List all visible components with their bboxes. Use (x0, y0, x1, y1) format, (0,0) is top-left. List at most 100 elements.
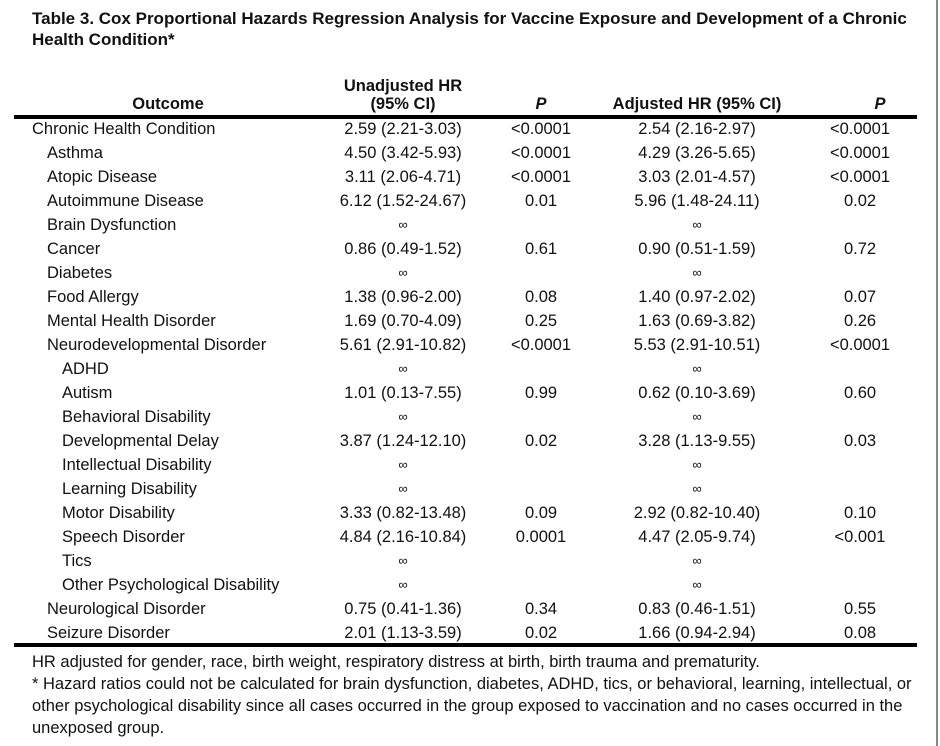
unadjusted-hr-cell: 3.11 (2.06-4.71) (344, 168, 462, 186)
table-row: Autoimmune Disease 6.12 (1.52-24.67) 0.01 5… (0, 189, 940, 213)
p-value-adjusted-cell: <0.0001 (829, 336, 891, 354)
table-row: Learning Disability ∞ ∞ (0, 477, 940, 501)
outcome-cell: Learning Disability (62, 480, 197, 498)
outcome-cell: Neurodevelopmental Disorder (47, 336, 267, 354)
p-value-unadjusted-cell: <0.0001 (510, 120, 572, 138)
header-adjusted: Adjusted HR (95% CI) (612, 95, 782, 113)
outcome-cell: Behavioral Disability (62, 408, 211, 426)
outcome-cell: Neurological Disorder (47, 600, 206, 618)
footnote-asterisk: * Hazard ratios could not be calculated … (32, 675, 912, 737)
header-unadjusted-line2: (95% CI) (370, 95, 436, 113)
p-value-adjusted-cell: <0.0001 (829, 144, 891, 162)
adjusted-hr-cell: 2.54 (2.16-2.97) (638, 120, 756, 138)
unadjusted-hr-cell: 3.33 (0.82-13.48) (339, 504, 467, 522)
adjusted-hr-cell: 1.63 (0.69-3.82) (638, 312, 756, 330)
table-row: Cancer 0.86 (0.49-1.52) 0.61 0.90 (0.51-1.5… (0, 237, 940, 261)
adjusted-hr-cell: 4.29 (3.26-5.65) (638, 144, 756, 162)
adjusted-hr-cell: 3.28 (1.13-9.55) (638, 432, 756, 450)
adjusted-hr-cell: 3.03 (2.01-4.57) (638, 168, 756, 186)
unadjusted-hr-cell: 6.12 (1.52-24.67) (339, 192, 467, 210)
outcome-cell: Autism (62, 384, 113, 402)
unadjusted-hr-cell: 4.50 (3.42-5.93) (344, 144, 462, 162)
p-value-adjusted-cell: <0.0001 (829, 120, 891, 138)
table-row: Neurodevelopmental Disorder 5.61 (2.91-10… (0, 333, 940, 357)
outcome-cell: Food Allergy (47, 288, 139, 306)
adjusted-hr-cell: 4.47 (2.05-9.74) (638, 528, 756, 546)
adjusted-hr-cell: ∞ (692, 577, 702, 592)
unadjusted-hr-cell: 0.75 (0.41-1.36) (344, 600, 462, 618)
adjusted-hr-cell: 0.62 (0.10-3.69) (638, 384, 756, 402)
adjusted-hr-cell: ∞ (692, 361, 702, 376)
p-value-adjusted-cell: 0.26 (843, 312, 877, 330)
p-value-unadjusted-cell: <0.0001 (510, 168, 572, 186)
outcome-cell: Seizure Disorder (47, 624, 170, 642)
adjusted-hr-cell: ∞ (692, 265, 702, 280)
outcome-cell: ADHD (62, 360, 109, 378)
table-row: Behavioral Disability ∞ ∞ (0, 405, 940, 429)
unadjusted-hr-cell: ∞ (398, 361, 408, 376)
p-value-unadjusted-cell: <0.0001 (510, 144, 572, 162)
adjusted-hr-cell: 5.53 (2.91-10.51) (633, 336, 761, 354)
table-row: ADHD ∞ ∞ (0, 357, 940, 381)
p-value-unadjusted-cell: 0.09 (524, 504, 558, 522)
unadjusted-hr-cell: 0.86 (0.49-1.52) (344, 240, 462, 258)
p-value-adjusted-cell: 0.60 (843, 384, 877, 402)
outcome-cell: Tics (62, 552, 92, 570)
p-value-adjusted-cell: 0.03 (843, 432, 877, 450)
adjusted-hr-cell: 2.92 (0.82-10.40) (633, 504, 761, 522)
footnotes: HR adjusted for gender, race, birth weig… (32, 651, 912, 739)
adjusted-hr-cell: 5.96 (1.48-24.11) (634, 192, 760, 210)
p-value-adjusted-cell: 0.55 (843, 600, 877, 618)
header-outcome: Outcome (132, 95, 204, 113)
header-p-adjusted: P (874, 95, 886, 113)
table-row: Neurological Disorder 0.75 (0.41-1.36) 0.3… (0, 597, 940, 621)
unadjusted-hr-cell: 2.59 (2.21-3.03) (344, 120, 462, 138)
table-row: Seizure Disorder 2.01 (1.13-3.59) 0.02 1.66… (0, 621, 940, 645)
header-unadjusted-line1: Unadjusted HR (343, 77, 463, 95)
table-row: Diabetes ∞ ∞ (0, 261, 940, 285)
adjusted-hr-cell: ∞ (692, 217, 702, 232)
table-row: Asthma 4.50 (3.42-5.93) <0.0001 4.29 (3.26-… (0, 141, 940, 165)
table-row: Developmental Delay 3.87 (1.24-12.10) 0.02… (0, 429, 940, 453)
p-value-unadjusted-cell: 0.02 (524, 432, 558, 450)
adjusted-hr-cell: 1.66 (0.94-2.94) (638, 624, 756, 642)
table-row: Atopic Disease 3.11 (2.06-4.71) <0.0001 3.0… (0, 165, 940, 189)
top-rule (14, 115, 917, 119)
table-row: Autism 1.01 (0.13-7.55) 0.99 0.62 (0.10-3.6… (0, 381, 940, 405)
unadjusted-hr-cell: ∞ (398, 265, 408, 280)
outcome-cell: Other Psychological Disability (62, 576, 280, 594)
outcome-cell: Autoimmune Disease (47, 192, 204, 210)
outcome-cell: Asthma (47, 144, 103, 162)
page-edge-divider (936, 0, 938, 746)
p-value-unadjusted-cell: 0.08 (524, 288, 558, 306)
unadjusted-hr-cell: ∞ (398, 553, 408, 568)
adjusted-hr-cell: 0.90 (0.51-1.59) (638, 240, 756, 258)
p-value-adjusted-cell: <0.0001 (829, 168, 891, 186)
unadjusted-hr-cell: ∞ (398, 409, 408, 424)
adjusted-hr-cell: ∞ (692, 553, 702, 568)
unadjusted-hr-cell: 5.61 (2.91-10.82) (339, 336, 467, 354)
outcome-cell: Motor Disability (62, 504, 175, 522)
outcome-cell: Speech Disorder (62, 528, 185, 546)
outcome-cell: Developmental Delay (62, 432, 219, 450)
p-value-adjusted-cell: 0.72 (843, 240, 877, 258)
p-value-adjusted-cell: 0.10 (843, 504, 877, 522)
outcome-cell: Atopic Disease (47, 168, 158, 186)
adjusted-hr-cell: ∞ (692, 409, 702, 424)
bottom-rule (14, 643, 917, 647)
unadjusted-hr-cell: 3.87 (1.24-12.10) (339, 432, 467, 450)
unadjusted-hr-cell: 1.69 (0.70-4.09) (344, 312, 462, 330)
table-row: Tics ∞ ∞ (0, 549, 940, 573)
unadjusted-hr-cell: 4.84 (2.16-10.84) (339, 528, 467, 546)
table-row: Speech Disorder 4.84 (2.16-10.84) 0.0001 4.… (0, 525, 940, 549)
p-value-unadjusted-cell: 0.0001 (515, 528, 567, 546)
unadjusted-hr-cell: 1.38 (0.96-2.00) (344, 288, 462, 306)
table-row: Food Allergy 1.38 (0.96-2.00) 0.08 1.40 (0.… (0, 285, 940, 309)
adjusted-hr-cell: ∞ (692, 457, 702, 472)
p-value-unadjusted-cell: <0.0001 (510, 336, 572, 354)
p-value-unadjusted-cell: 0.61 (524, 240, 558, 258)
p-value-unadjusted-cell: 0.02 (524, 624, 558, 642)
unadjusted-hr-cell: ∞ (398, 577, 408, 592)
p-value-adjusted-cell: 0.07 (843, 288, 877, 306)
